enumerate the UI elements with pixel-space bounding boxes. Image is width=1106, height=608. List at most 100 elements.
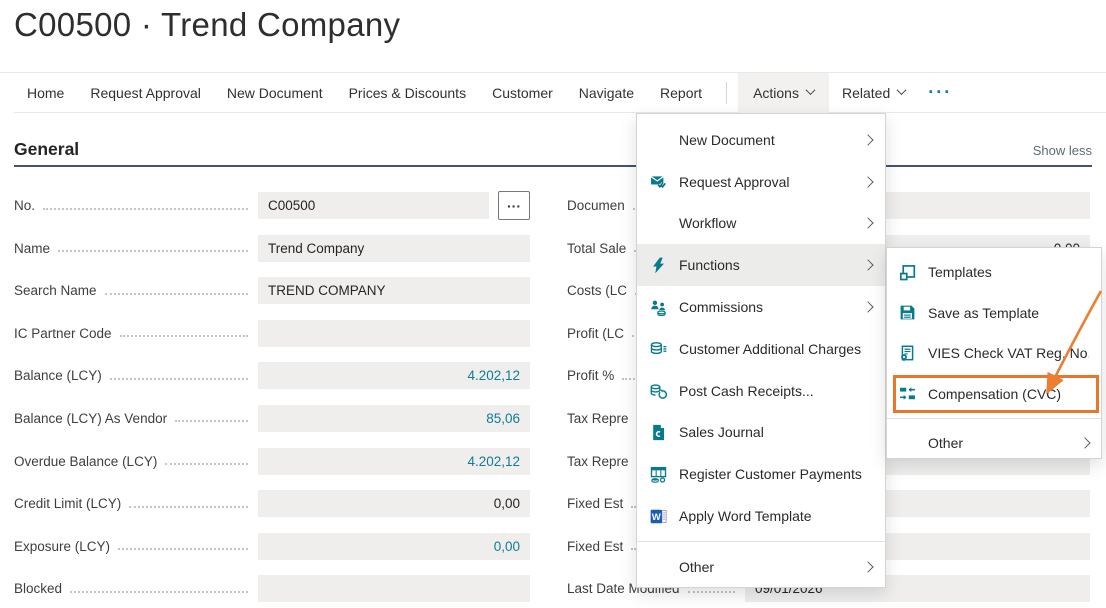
- divider: [0, 72, 1106, 73]
- field-label: Exposure (LCY): [14, 538, 111, 554]
- submenu-item-vies-check[interactable]: VIES Check VAT Reg. No.: [887, 333, 1101, 374]
- field-row-balance: Balance (LCY) 4.202,12: [14, 362, 530, 390]
- dotted-leader: [43, 207, 248, 210]
- dotted-leader: [70, 590, 248, 593]
- submenu-item-templates[interactable]: Templates: [887, 252, 1101, 293]
- menu-item-workflow[interactable]: Workflow: [637, 203, 885, 245]
- chevron-right-icon: [862, 134, 874, 146]
- templates-icon: [899, 264, 918, 281]
- request-approval-icon: [650, 173, 669, 190]
- icon-spacer: [650, 131, 669, 148]
- field-label: Total Sale: [567, 240, 627, 256]
- menu-item-other[interactable]: Other: [637, 546, 885, 588]
- nav-related[interactable]: Related: [829, 73, 918, 113]
- nav-navigate[interactable]: Navigate: [578, 84, 635, 101]
- chevron-right-icon: [862, 301, 874, 313]
- functions-icon: [650, 257, 669, 274]
- nav-actions[interactable]: Actions: [738, 72, 829, 113]
- chevron-right-icon: [862, 217, 874, 230]
- nav-request-approval[interactable]: Request Approval: [90, 84, 201, 101]
- menu-item-register-customer-payments[interactable]: Register Customer Payments: [637, 453, 885, 495]
- search-name-field[interactable]: TREND COMPANY: [258, 277, 530, 305]
- vat-certificate-icon: [899, 345, 918, 362]
- nav-home[interactable]: Home: [27, 84, 65, 101]
- icon-spacer: [899, 435, 918, 452]
- actions-dropdown-menu: New Document Request Approval Workflow F…: [636, 113, 886, 588]
- journal-icon: [650, 424, 669, 441]
- chevron-right-icon: [862, 176, 874, 188]
- coins-icon: [650, 340, 669, 357]
- field-label: Balance (LCY): [14, 368, 102, 384]
- field-label: Blocked: [14, 581, 63, 597]
- field-label: Tax Repre: [567, 410, 629, 426]
- page-title: C00500 · Trend Company: [14, 6, 401, 43]
- field-row-overdue-balance: Overdue Balance (LCY) 4.202,12: [14, 447, 530, 475]
- dotted-leader: [119, 335, 248, 338]
- menu-item-customer-additional-charges[interactable]: Customer Additional Charges: [637, 328, 885, 370]
- nav-divider: [726, 81, 728, 104]
- dotted-leader: [129, 505, 248, 508]
- overdue-balance-field[interactable]: 4.202,12: [258, 447, 530, 475]
- nav-customer[interactable]: Customer: [492, 84, 553, 101]
- show-less-link[interactable]: Show less: [1032, 143, 1092, 158]
- payments-icon: [650, 466, 669, 483]
- section-title[interactable]: General: [14, 139, 80, 159]
- balance-field[interactable]: 4.202,12: [258, 362, 530, 390]
- field-label: IC Partner Code: [14, 325, 112, 341]
- field-row-exposure: Exposure (LCY) 0,00: [14, 532, 530, 560]
- dotted-leader: [118, 548, 248, 551]
- general-fields-left: No. C00500 ··· Name Trend Company Search…: [14, 191, 530, 608]
- field-label: No.: [14, 198, 36, 213]
- cash-receipts-icon: [650, 382, 669, 399]
- menu-item-new-document[interactable]: New Document: [637, 119, 885, 161]
- lookup-button[interactable]: ···: [498, 191, 530, 220]
- chevron-down-icon: [805, 84, 816, 95]
- nav-new-document[interactable]: New Document: [226, 84, 323, 101]
- menu-item-functions[interactable]: Functions: [637, 244, 885, 287]
- icon-spacer: [650, 215, 669, 232]
- name-field[interactable]: Trend Company: [258, 234, 530, 262]
- more-options-icon[interactable]: ···: [928, 82, 953, 102]
- chevron-right-icon: [1079, 437, 1091, 449]
- menu-item-request-approval[interactable]: Request Approval: [637, 161, 885, 203]
- nav-prices-discounts[interactable]: Prices & Discounts: [348, 84, 467, 101]
- general-section-header: General Show less: [14, 139, 1092, 167]
- balance-as-vendor-field[interactable]: 85,06: [258, 404, 530, 432]
- functions-submenu: Templates Save as Template VIES Check VA…: [886, 247, 1102, 459]
- dotted-leader: [109, 377, 248, 380]
- field-label: Search Name: [14, 283, 97, 299]
- menu-item-commissions[interactable]: Commissions: [637, 286, 885, 328]
- credit-limit-field[interactable]: 0,00: [258, 490, 530, 518]
- menu-item-post-cash-receipts[interactable]: Post Cash Receipts...: [637, 370, 885, 412]
- field-row-search-name: Search Name TREND COMPANY: [14, 277, 530, 305]
- compensation-icon: [899, 385, 918, 402]
- action-bar: Home Request Approval New Document Price…: [14, 72, 1106, 113]
- blocked-field[interactable]: [258, 575, 530, 603]
- exposure-field[interactable]: 0,00: [258, 532, 530, 560]
- field-label: Name: [14, 240, 51, 256]
- field-row-no: No. C00500 ···: [14, 191, 530, 220]
- field-label: Documen: [567, 198, 625, 213]
- field-row-blocked: Blocked: [14, 575, 530, 603]
- field-row-credit-limit: Credit Limit (LCY) 0,00: [14, 490, 530, 518]
- field-label: Profit (LC: [567, 325, 625, 341]
- submenu-item-compensation-cvc[interactable]: Compensation (CVC): [887, 374, 1101, 415]
- field-label: Overdue Balance (LCY): [14, 453, 158, 469]
- nav-related-label: Related: [841, 84, 891, 101]
- submenu-item-save-as-template[interactable]: Save as Template: [887, 293, 1101, 334]
- menu-item-apply-word-template[interactable]: W Apply Word Template: [650, 508, 812, 525]
- field-row-ic-partner-code: IC Partner Code: [14, 319, 530, 347]
- field-label: Fixed Est: [567, 496, 624, 512]
- submenu-item-other[interactable]: Other: [887, 423, 1101, 464]
- svg-text:W: W: [652, 512, 661, 523]
- menu-divider: [887, 418, 1101, 419]
- nav-report[interactable]: Report: [660, 84, 703, 101]
- field-label: Balance (LCY) As Vendor: [14, 410, 168, 426]
- field-label: Fixed Est: [567, 538, 624, 554]
- menu-item-sales-journal[interactable]: Sales Journal: [637, 412, 885, 454]
- word-icon: W: [650, 508, 669, 525]
- ic-partner-code-field[interactable]: [258, 319, 530, 347]
- nav-actions-label: Actions: [753, 84, 799, 101]
- no-field[interactable]: C00500: [258, 192, 489, 219]
